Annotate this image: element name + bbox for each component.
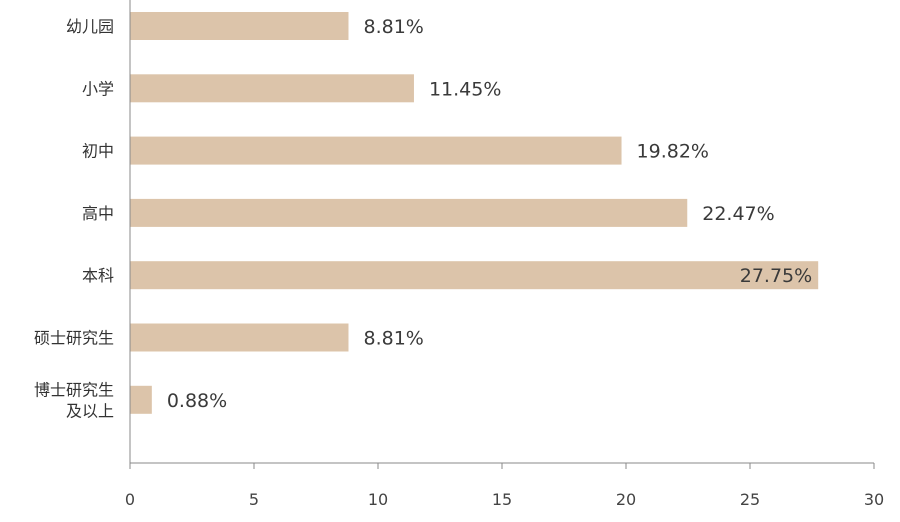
x-tick-label: 20	[616, 490, 636, 509]
data-label: 11.45%	[429, 78, 501, 100]
bar	[130, 12, 349, 40]
category-label: 硕士研究生	[34, 329, 114, 348]
data-label: 19.82%	[637, 141, 709, 163]
x-tick-label: 15	[492, 490, 512, 509]
category-label: 本科	[82, 266, 114, 285]
category-label: 小学	[82, 79, 114, 98]
bar	[130, 198, 688, 227]
axis-layer: 0 5 10 15 20 25 30	[125, 0, 884, 509]
category-label: 幼儿园	[66, 17, 114, 36]
x-tick-label: 30	[864, 490, 884, 509]
x-tick-label: 0	[125, 490, 135, 509]
data-label: 0.88%	[167, 390, 227, 412]
labels-layer: 幼儿园 8.81% 小学 11.45% 初中 19.82% 高中 22.47% 本科 27.75%…	[34, 16, 812, 420]
category-label: 博士研究生及以上	[34, 380, 114, 420]
data-label: 22.47%	[702, 203, 774, 225]
data-label: 8.81%	[363, 16, 423, 38]
bar	[130, 261, 819, 290]
bar	[130, 74, 414, 103]
x-tick-label: 25	[740, 490, 760, 509]
bar	[130, 323, 349, 352]
data-label: 27.75%	[740, 265, 812, 287]
bars-layer	[130, 12, 819, 414]
bar	[130, 136, 622, 165]
category-label: 初中	[82, 142, 114, 161]
x-tick-label: 10	[368, 490, 388, 509]
category-label: 高中	[82, 204, 114, 223]
data-label: 8.81%	[363, 328, 423, 350]
bar	[130, 385, 152, 414]
x-tick-label: 5	[249, 490, 259, 509]
